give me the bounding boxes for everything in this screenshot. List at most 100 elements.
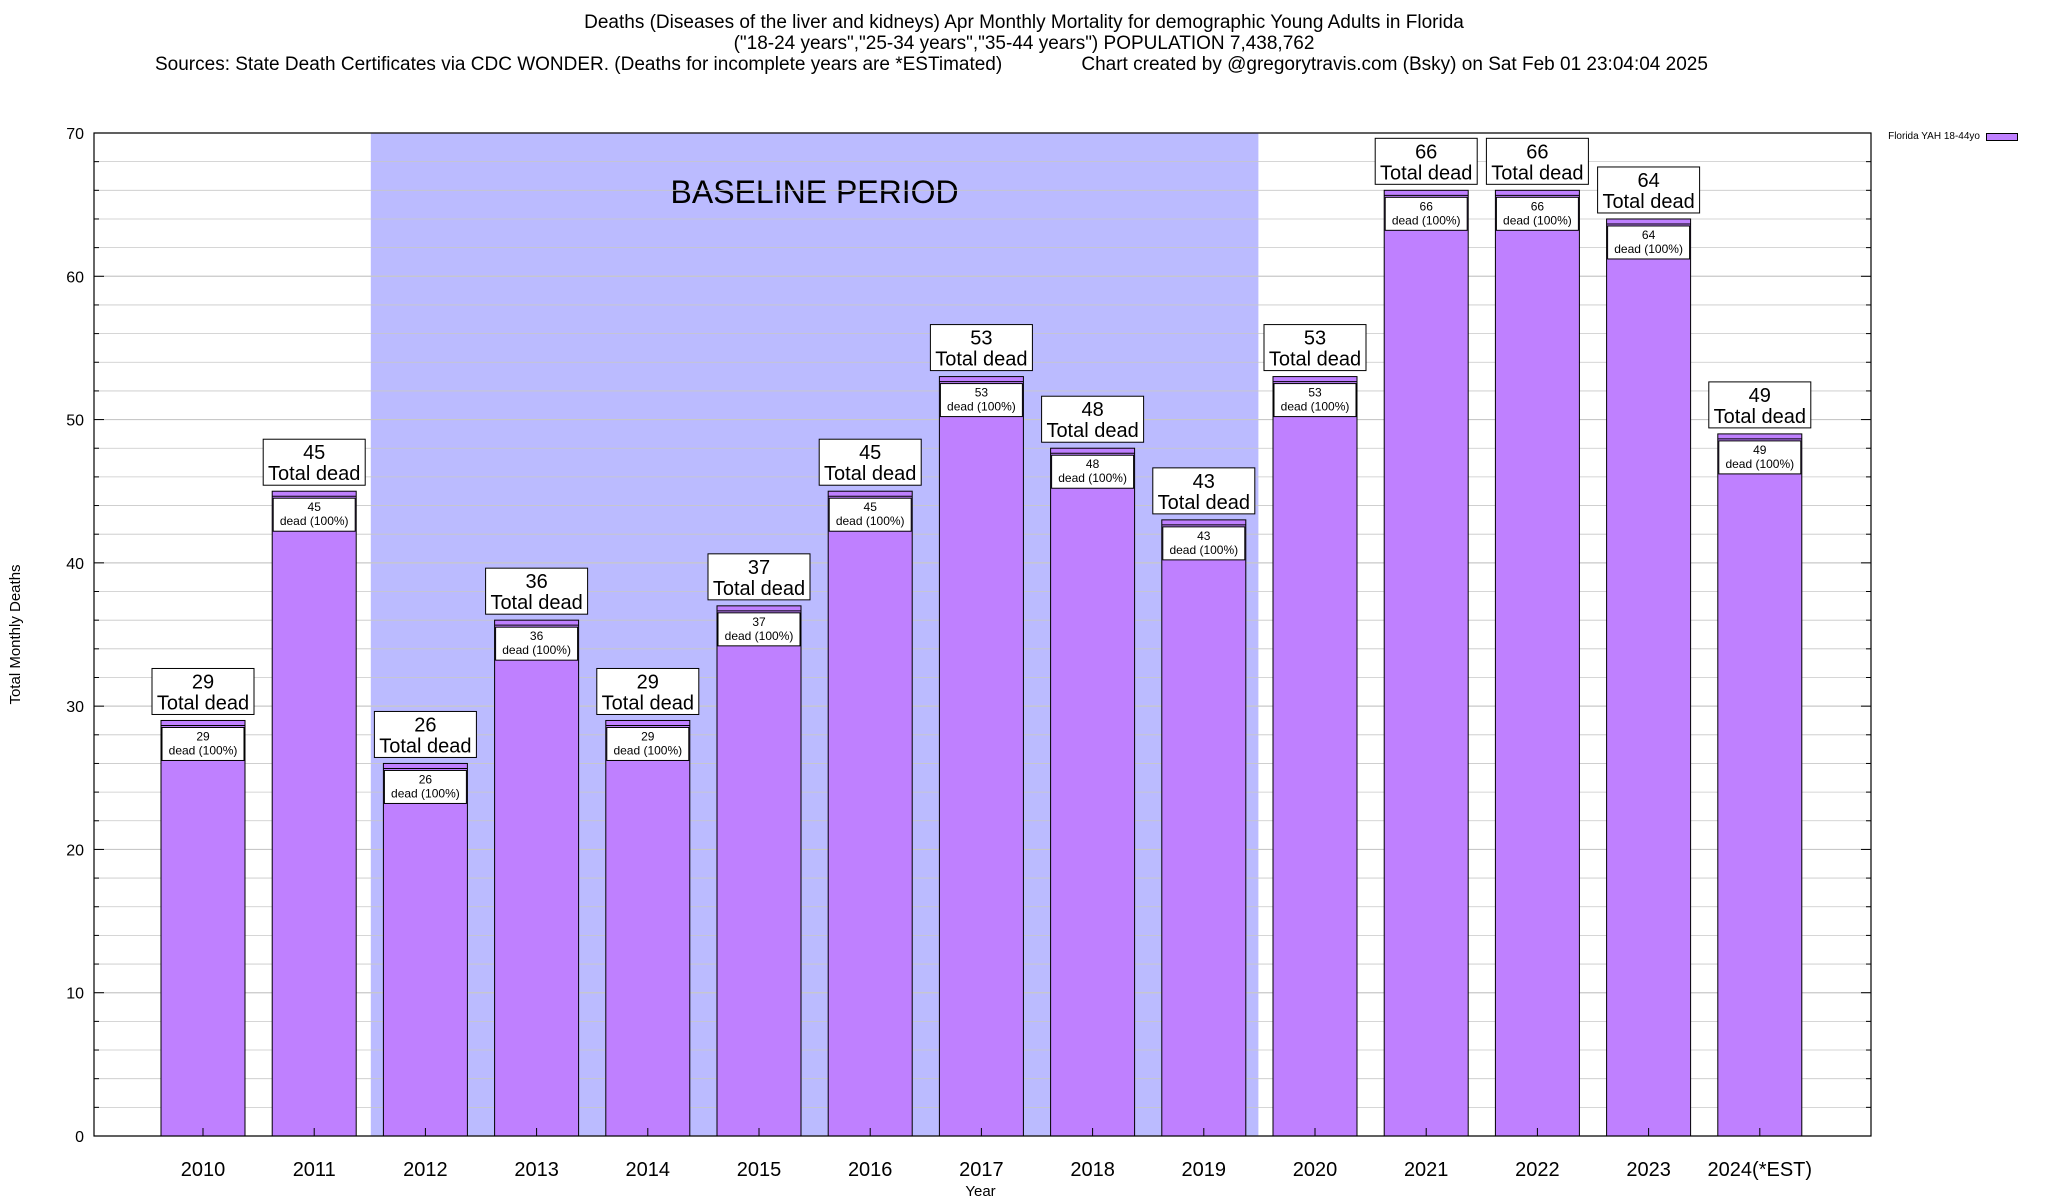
inner-label-text: dead (100%)	[1281, 400, 1350, 414]
bar-2012	[382, 762, 468, 1137]
top-label-box	[1597, 166, 1701, 214]
top-label-text: Total dead	[713, 578, 805, 600]
inner-label-value: 53	[975, 386, 989, 400]
inner-label-box	[717, 612, 801, 647]
inner-label-value: 29	[641, 729, 655, 743]
inner-label-box	[495, 626, 579, 661]
top-label-text: Total dead	[1158, 492, 1250, 514]
inner-label-value: 49	[1753, 443, 1767, 457]
x-tick-label: 2010	[181, 1159, 226, 1181]
top-label-box	[262, 438, 366, 486]
inner-label-box	[1718, 440, 1802, 475]
inner-label-text: dead (100%)	[1169, 543, 1238, 557]
top-label-value: 26	[414, 714, 436, 736]
inner-label-value: 37	[752, 615, 766, 629]
legend: Florida YAH 18-44yo	[1888, 131, 2018, 142]
x-tick-label: 2016	[848, 1159, 893, 1181]
top-label-value: 53	[970, 328, 992, 350]
x-tick-label: 2012	[403, 1159, 448, 1181]
x-tick-label: 2011	[293, 1159, 336, 1181]
x-tick-label: 2017	[959, 1159, 1004, 1181]
inner-label-box	[1607, 225, 1691, 260]
bar-2013	[494, 619, 580, 1137]
inner-label-value: 53	[1308, 386, 1322, 400]
inner-label-box	[161, 726, 245, 761]
inner-label-text: dead (100%)	[1614, 242, 1683, 256]
y-tick-label: 50	[66, 413, 84, 430]
x-tick-label: 2024(*EST)	[1708, 1159, 1813, 1181]
top-label-box	[1152, 467, 1256, 515]
top-label-text: Total dead	[1380, 162, 1472, 184]
top-label-box	[1374, 137, 1478, 185]
inner-label-box	[1384, 196, 1468, 231]
plot-border	[93, 132, 1872, 1137]
inner-label-text: dead (100%)	[169, 743, 238, 757]
top-label-box	[1485, 137, 1589, 185]
top-label-value: 29	[637, 671, 659, 693]
x-tick-label: 2022	[1515, 1159, 1560, 1181]
x-tick-label: 2013	[514, 1159, 559, 1181]
inner-label-box	[1051, 454, 1135, 489]
top-label-text: Total dead	[1269, 349, 1361, 371]
inner-label-value: 64	[1642, 228, 1656, 242]
bar-2010	[160, 719, 246, 1137]
baseline-band-label: BASELINE PERIOD	[671, 174, 959, 210]
top-label-value: 48	[1081, 399, 1103, 421]
bar-2022	[1494, 189, 1580, 1137]
top-label-box	[373, 710, 477, 758]
inner-label-text: dead (100%)	[613, 743, 682, 757]
x-tick-label: 2021	[1404, 1159, 1449, 1181]
top-label-value: 66	[1415, 141, 1437, 163]
x-tick-label: 2020	[1293, 1159, 1338, 1181]
inner-label-box	[1495, 196, 1579, 231]
y-tick-label: 30	[66, 699, 84, 716]
inner-label-text: dead (100%)	[1503, 213, 1572, 227]
inner-label-box	[939, 383, 1023, 418]
inner-label-value: 66	[1420, 199, 1434, 213]
inner-label-value: 66	[1531, 199, 1545, 213]
inner-label-text: dead (100%)	[280, 514, 349, 528]
x-tick-label: 2014	[626, 1159, 671, 1181]
chart-title-block: Deaths (Diseases of the liver and kidney…	[0, 12, 2048, 75]
bar-2019	[1161, 519, 1247, 1137]
top-label-box	[929, 324, 1033, 372]
bar-2023	[1606, 218, 1692, 1137]
inner-label-value: 26	[419, 772, 433, 786]
top-label-value: 29	[192, 671, 214, 693]
top-label-box	[596, 667, 700, 715]
inner-label-text: dead (100%)	[1392, 213, 1461, 227]
x-axis-label: Year	[965, 1183, 995, 1200]
top-label-box	[485, 567, 589, 615]
inner-label-box	[606, 726, 690, 761]
inner-label-box	[383, 769, 467, 804]
y-tick-label: 40	[66, 556, 84, 573]
inner-label-text: dead (100%)	[1725, 457, 1794, 471]
inner-label-text: dead (100%)	[836, 514, 905, 528]
inner-label-value: 43	[1197, 529, 1211, 543]
inner-label-text: dead (100%)	[725, 629, 794, 643]
y-axis-label: Total Monthly Deaths	[7, 564, 24, 704]
top-label-text: Total dead	[602, 692, 694, 714]
top-label-value: 45	[303, 442, 325, 464]
bar-2020	[1272, 376, 1358, 1137]
top-label-value: 53	[1304, 328, 1326, 350]
top-label-box	[1708, 381, 1812, 429]
top-label-text: Total dead	[490, 592, 582, 614]
top-label-box	[818, 438, 922, 486]
top-label-box	[1041, 395, 1145, 443]
chart-subtitle: ("18-24 years","25-34 years","35-44 year…	[733, 33, 1315, 54]
top-label-value: 43	[1193, 471, 1215, 493]
top-label-value: 36	[525, 571, 547, 593]
inner-label-text: dead (100%)	[502, 643, 571, 657]
legend-swatch	[1986, 132, 2018, 141]
inner-label-value: 29	[196, 729, 210, 743]
inner-label-box	[272, 497, 356, 532]
top-label-text: Total dead	[824, 463, 916, 485]
top-label-value: 49	[1749, 385, 1771, 407]
y-tick-label: 10	[66, 986, 84, 1003]
inner-label-box	[1162, 526, 1246, 561]
bar-2021	[1383, 189, 1469, 1137]
inner-label-text: dead (100%)	[391, 786, 460, 800]
chart-title: Deaths (Diseases of the liver and kidney…	[584, 12, 1464, 33]
